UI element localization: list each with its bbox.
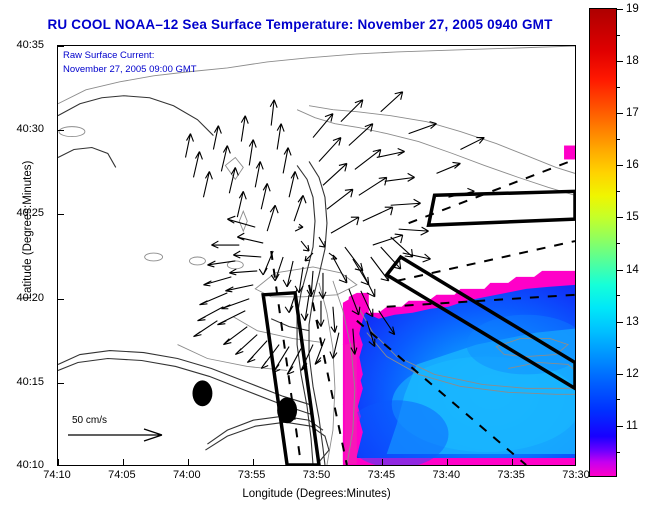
- lane-ne-lower: [384, 254, 575, 391]
- radial-6: [270, 250, 303, 465]
- sst-blob-a: [391, 356, 575, 453]
- radial-2: [396, 240, 575, 282]
- y-axis-title: Latitude (Degrees:Minutes): [22, 160, 34, 300]
- radial-4: [356, 319, 527, 465]
- right-arrow-icon: [68, 428, 163, 442]
- x-tick-8: 73:30: [562, 469, 590, 481]
- cb-label-17: 17: [626, 107, 639, 120]
- map-canvas: [58, 46, 575, 465]
- x-tick-4: 73:50: [302, 469, 331, 481]
- current-annotation: Raw Surface Current: November 27, 2005 0…: [63, 49, 197, 77]
- scale-bar-legend: 50 cm/s: [66, 415, 176, 447]
- x-tick-0: 74:10: [43, 469, 71, 481]
- cb-label-14: 14: [626, 263, 639, 276]
- plot-area: Raw Surface Current: November 27, 2005 0…: [57, 45, 576, 466]
- lane-ne-upper: [426, 189, 575, 227]
- radial-3: [386, 293, 575, 308]
- cb-label-11: 11: [626, 419, 638, 432]
- station-marker-west: [192, 380, 213, 407]
- surface-current-vectors: [184, 91, 485, 375]
- x-tick-6: 73:40: [432, 469, 461, 481]
- sst-cold-patch-ne: [564, 145, 575, 160]
- scale-bar-label: 50 cm/s: [72, 415, 108, 426]
- cb-label-12: 12: [626, 367, 639, 380]
- annotation-line-1: Raw Surface Current:: [63, 50, 155, 61]
- x-axis-tick-labels: 74:10 74:05 74:00 73:55 73:50 73:45 73:4…: [43, 469, 590, 485]
- x-axis-title: Longitude (Degrees:Minutes): [242, 488, 391, 500]
- temperature-colorbar: [589, 8, 617, 477]
- sst-cold-strip-west2: [344, 342, 357, 465]
- y-tick-1: 40:30: [16, 123, 44, 136]
- sst-blob-c: [466, 314, 575, 375]
- station-markers: [192, 380, 298, 424]
- figure-title: RU COOL NOAA–12 Sea Surface Temperature:…: [47, 17, 553, 32]
- x-tick-1: 74:05: [108, 469, 136, 481]
- cb-label-18: 18: [626, 55, 639, 68]
- cb-label-13: 13: [626, 315, 639, 328]
- y-tick-2: 40:25: [16, 207, 44, 220]
- x-tick-3: 73:55: [237, 469, 266, 481]
- x-tick-5: 73:45: [367, 469, 396, 481]
- annotation-line-2: November 27, 2005 09:00 GMT: [63, 64, 197, 75]
- cb-label-15: 15: [626, 211, 639, 224]
- radial-5: [308, 284, 348, 465]
- sst-blob-b: [344, 400, 449, 465]
- radial-1: [408, 158, 575, 225]
- y-tick-3: 40:20: [16, 291, 44, 304]
- x-tick-7: 73:35: [497, 469, 525, 481]
- x-tick-2: 74:00: [173, 469, 201, 481]
- y-tick-5: 40:10: [16, 459, 44, 471]
- sst-swath: [342, 145, 575, 465]
- y-axis-tick-labels: 40:35 40:30 40:25 40:20 40:15 40:10: [0, 39, 52, 471]
- station-marker-east: [277, 397, 298, 424]
- radial-transect-lines: [270, 158, 575, 465]
- cb-label-16: 16: [626, 159, 639, 172]
- cb-label-19: 19: [626, 3, 639, 15]
- y-tick-4: 40:15: [16, 375, 44, 388]
- y-tick-0: 40:35: [16, 39, 44, 51]
- coastline-layer: [58, 46, 575, 465]
